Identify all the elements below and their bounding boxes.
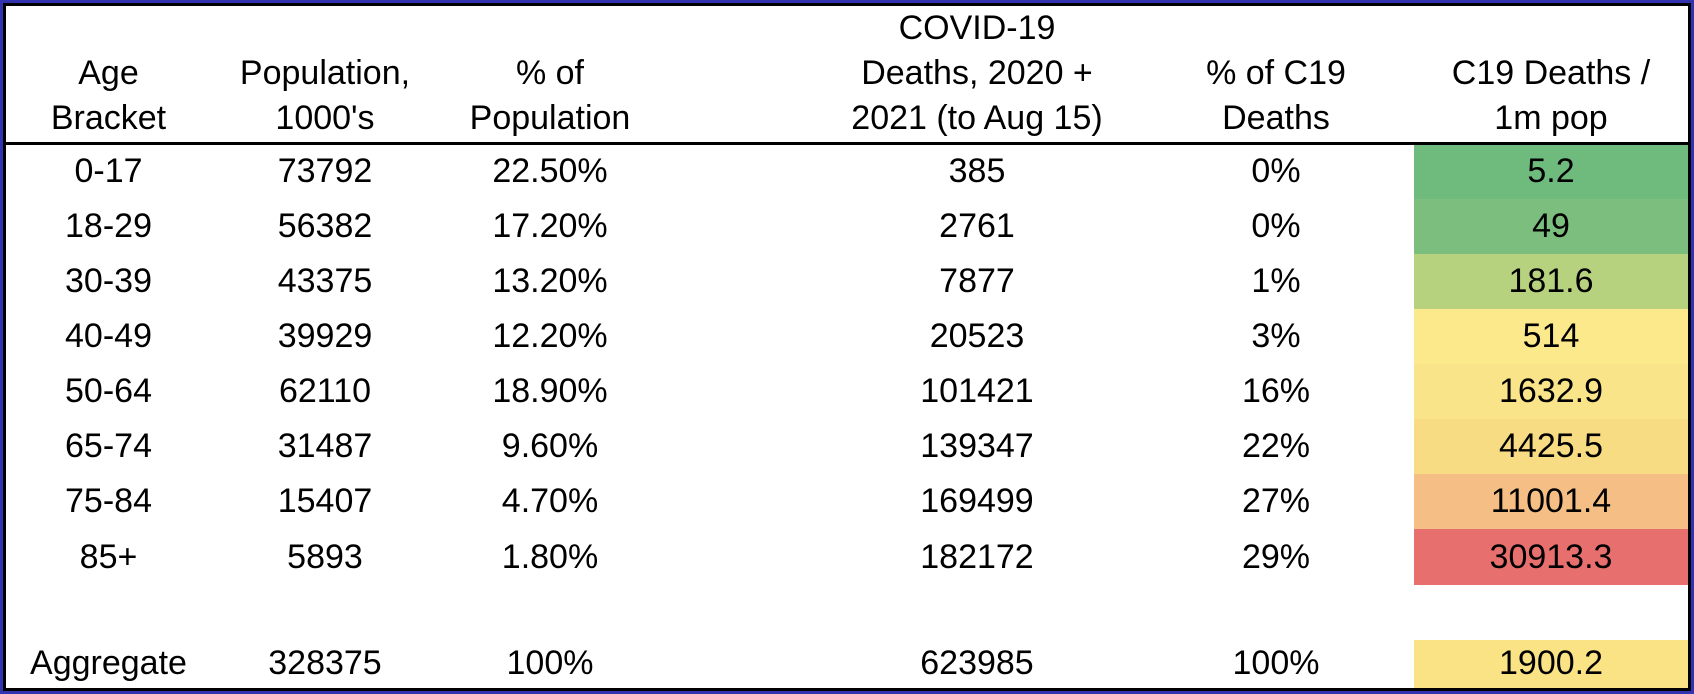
header-row: Age Bracket Population, 1000's % of Popu… [6, 6, 1688, 145]
cell-deaths-per-1m-heat: 5.2 [1414, 143, 1688, 199]
cell-population: 328375 [268, 644, 382, 683]
cell-covid-deaths: 139347 [920, 427, 1034, 466]
header-age-bracket: Age Bracket [6, 6, 211, 145]
cell-pct-c19-deaths: 0% [1251, 206, 1301, 245]
cell-age: Aggregate [30, 644, 187, 683]
cell-pct-c19-deaths: 22% [1241, 427, 1311, 466]
table-row: 40-49 39929 12.20% 20523 3% 514 [6, 308, 1688, 365]
cell-deaths-per-1m-heat: 4425.5 [1414, 419, 1688, 475]
cell-covid-deaths: 20523 [929, 316, 1025, 355]
cell-deaths-per-1m-heat: 1632.9 [1414, 364, 1688, 420]
cell-deaths-per-1m-heat: 11001.4 [1414, 474, 1688, 530]
cell-covid-deaths: 2761 [939, 206, 1015, 245]
table-row: 18-29 56382 17.20% 2761 0% 49 [6, 198, 1688, 254]
cell-population: 56382 [277, 206, 373, 245]
cell-population: 15407 [277, 482, 373, 521]
cell-covid-deaths: 169499 [920, 482, 1034, 521]
header-population: Population, 1000's [211, 6, 439, 145]
cell-age: 50-64 [65, 372, 152, 411]
table-row: 50-64 62110 18.90% 101421 16% 1632.9 [6, 364, 1688, 420]
cell-age: 85+ [79, 537, 138, 576]
aggregate-row: Aggregate 328375 100% 623985 100% 1900.2 [6, 639, 1688, 688]
cell-pct-population: 1.80% [501, 537, 599, 576]
cell-covid-deaths: 182172 [920, 537, 1034, 576]
cell-age: 18-29 [65, 206, 152, 245]
header-pct-population: % of Population [439, 6, 661, 145]
cell-population: 39929 [277, 316, 373, 355]
cell-pct-population: 4.70% [501, 482, 599, 521]
table-row: 30-39 43375 13.20% 7877 1% 181.6 [6, 253, 1688, 309]
blank-spacer-row [6, 585, 1688, 640]
covid-age-table: Age Bracket Population, 1000's % of Popu… [6, 6, 1688, 688]
cell-pct-population: 18.90% [492, 372, 608, 411]
cell-age: 30-39 [65, 261, 152, 300]
cell-pct-population: 17.20% [492, 206, 608, 245]
cell-pct-population: 12.20% [492, 316, 608, 355]
cell-pct-population: 9.60% [501, 427, 599, 466]
cell-pct-c19-deaths: 3% [1251, 316, 1301, 355]
cell-pct-population: 13.20% [492, 261, 608, 300]
cell-deaths-per-1m-heat: 1900.2 [1414, 639, 1688, 688]
cell-covid-deaths: 7877 [939, 261, 1015, 300]
cell-covid-deaths: 385 [948, 152, 1006, 191]
header-pct-c19-deaths: % of C19 Deaths [1138, 6, 1414, 145]
cell-age: 0-17 [74, 152, 143, 191]
cell-population: 31487 [277, 427, 373, 466]
table-row: 85+ 5893 1.80% 182172 29% 30913.3 [6, 529, 1688, 585]
header-covid-deaths: COVID-19 Deaths, 2020 + 2021 (to Aug 15) [661, 6, 1138, 145]
cell-age: 75-84 [65, 482, 152, 521]
cell-pct-c19-deaths: 0% [1251, 152, 1301, 191]
table-row: 75-84 15407 4.70% 169499 27% 11001.4 [6, 474, 1688, 530]
cell-population: 43375 [277, 261, 373, 300]
table-row: 0-17 73792 22.50% 385 0% 5.2 [6, 143, 1688, 199]
cell-deaths-per-1m-heat: 30913.3 [1414, 529, 1688, 585]
cell-pct-c19-deaths: 16% [1241, 372, 1311, 411]
cell-pct-c19-deaths: 1% [1251, 261, 1301, 300]
cell-pct-population: 22.50% [492, 152, 608, 191]
cell-age: 65-74 [65, 427, 152, 466]
table-row: 65-74 31487 9.60% 139347 22% 4425.5 [6, 419, 1688, 475]
cell-population: 73792 [277, 152, 373, 191]
table-inner-frame: Age Bracket Population, 1000's % of Popu… [3, 3, 1691, 691]
cell-deaths-per-1m-heat: 49 [1414, 198, 1688, 254]
cell-age: 40-49 [65, 316, 152, 355]
cell-pct-c19-deaths: 27% [1241, 482, 1311, 521]
cell-pct-c19-deaths: 100% [1232, 644, 1320, 683]
cell-covid-deaths: 101421 [920, 372, 1034, 411]
header-deaths-per-1m: C19 Deaths / 1m pop [1414, 6, 1688, 145]
cell-population: 62110 [278, 372, 372, 411]
cell-pct-population: 100% [506, 644, 594, 683]
cell-deaths-per-1m-heat: 514 [1414, 308, 1688, 365]
cell-deaths-per-1m-heat: 181.6 [1414, 253, 1688, 309]
cell-population: 5893 [287, 537, 363, 576]
cell-covid-deaths: 623985 [920, 644, 1034, 683]
cell-pct-c19-deaths: 29% [1241, 537, 1311, 576]
